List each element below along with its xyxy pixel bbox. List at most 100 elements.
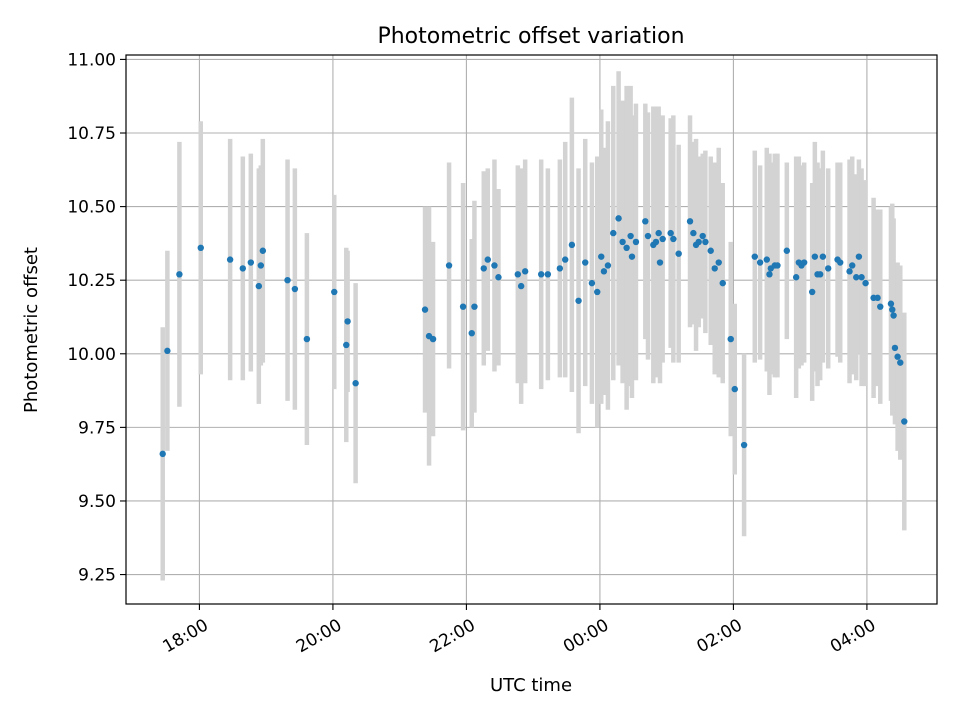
data-point: [783, 247, 791, 254]
data-point: [239, 265, 247, 272]
data-point: [855, 253, 863, 260]
data-point: [291, 285, 299, 293]
data-point: [627, 232, 634, 240]
y-tick-label: 9.25: [78, 566, 116, 586]
data-point: [259, 247, 267, 254]
data-point: [874, 294, 881, 302]
data-point: [471, 303, 478, 310]
y-tick-label: 10.50: [67, 198, 116, 218]
data-point: [255, 282, 263, 290]
data-point: [792, 274, 800, 281]
data-point: [197, 244, 204, 252]
data-point: [344, 318, 351, 325]
data-point: [849, 262, 856, 269]
data-point: [800, 259, 808, 266]
data-point: [303, 335, 311, 343]
data-point: [600, 268, 608, 275]
data-point: [159, 450, 166, 458]
data-point: [284, 276, 291, 284]
data-point: [495, 274, 502, 281]
data-point: [619, 238, 626, 246]
data-point: [670, 235, 677, 243]
data-point: [711, 265, 718, 272]
data-point: [862, 279, 869, 287]
data-point: [331, 288, 338, 296]
data-point: [176, 271, 183, 278]
y-tick-label: 10.25: [67, 271, 116, 291]
data-point: [652, 238, 660, 246]
data-point: [655, 229, 662, 237]
data-point: [699, 232, 706, 240]
data-point: [352, 380, 359, 387]
plot-frame: [125, 54, 938, 605]
data-point: [659, 235, 666, 243]
y-tick-label: 11.00: [67, 50, 116, 70]
y-tick-label: 10.75: [67, 124, 116, 144]
y-tick-label: 10.00: [67, 345, 116, 365]
data-point: [582, 259, 589, 266]
data-point: [484, 256, 491, 263]
data-point: [731, 385, 738, 393]
data-point: [891, 344, 899, 352]
data-point: [429, 335, 437, 343]
data-point: [715, 259, 722, 266]
y-tick-label: 9.75: [78, 418, 116, 438]
data-point: [686, 218, 694, 225]
point-layer: [159, 215, 908, 458]
data-point: [445, 262, 453, 269]
data-point: [763, 256, 770, 263]
data-point: [632, 238, 640, 246]
data-point: [247, 259, 255, 266]
data-point: [568, 241, 576, 249]
x-axis-label: UTC time: [490, 675, 572, 696]
data-point: [756, 259, 764, 266]
data-point: [656, 259, 664, 266]
data-point: [226, 256, 234, 263]
data-point: [514, 271, 522, 278]
data-point: [811, 253, 819, 260]
data-point: [459, 303, 467, 310]
data-point: [824, 265, 832, 272]
data-point: [727, 335, 734, 343]
data-point: [897, 359, 904, 366]
data-point: [667, 229, 674, 237]
data-point: [766, 271, 773, 278]
data-point: [575, 297, 582, 304]
data-point: [257, 262, 265, 269]
data-point: [610, 229, 617, 237]
data-point: [604, 262, 612, 269]
data-point: [853, 274, 860, 281]
data-point: [615, 215, 622, 222]
data-point: [491, 262, 498, 269]
data-point: [517, 282, 525, 290]
data-point: [751, 253, 758, 260]
data-point: [858, 274, 865, 281]
data-point: [562, 256, 569, 263]
chart-title: Photometric offset variation: [377, 24, 684, 49]
data-point: [644, 232, 652, 240]
data-point: [594, 288, 601, 296]
y-tick-label: 9.50: [78, 492, 116, 512]
data-point: [719, 279, 726, 287]
data-point: [623, 244, 630, 252]
data-point: [890, 312, 897, 319]
data-point: [695, 238, 702, 246]
data-point: [740, 441, 748, 449]
data-point: [894, 353, 901, 360]
data-point: [901, 418, 908, 425]
data-point: [521, 268, 529, 275]
data-point: [164, 347, 171, 355]
data-point: [816, 271, 824, 278]
data-point: [846, 268, 853, 275]
data-point: [343, 341, 350, 349]
data-point: [837, 259, 844, 266]
data-point: [675, 250, 682, 257]
data-point: [544, 271, 552, 278]
data-point: [537, 271, 545, 278]
data-point: [480, 265, 487, 272]
data-point: [889, 306, 896, 313]
data-point: [421, 306, 429, 313]
data-point: [819, 253, 827, 260]
data-point: [690, 229, 697, 237]
